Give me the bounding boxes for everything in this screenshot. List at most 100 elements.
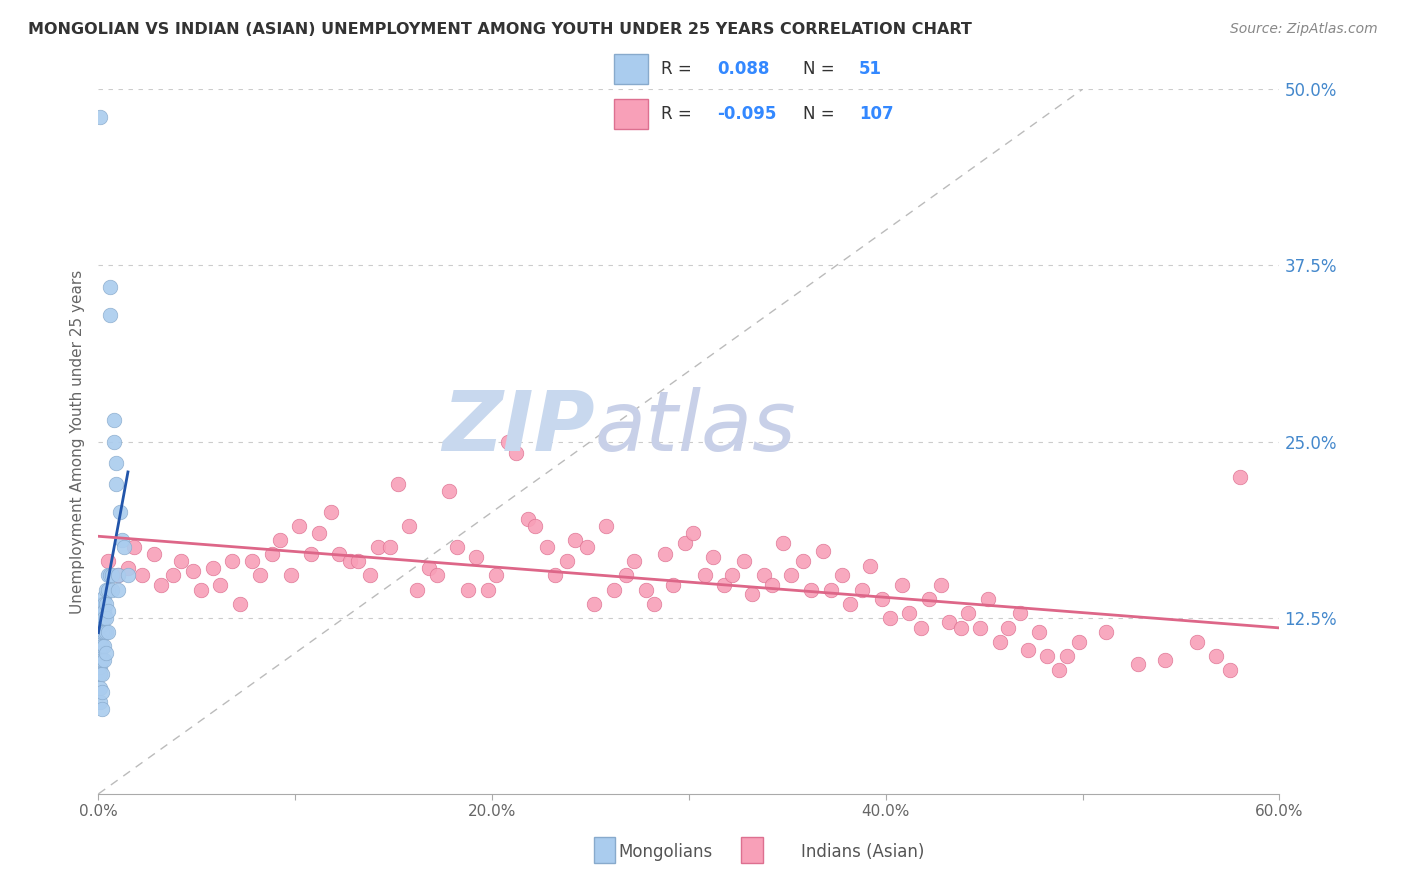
- Point: [150, 578, 173, 592]
- Point: [91, 653, 114, 667]
- Point: [831, 568, 853, 582]
- Point: [299, 547, 322, 561]
- Point: [91, 597, 114, 611]
- Point: [96, 624, 118, 639]
- Point: [673, 536, 696, 550]
- Point: [93, 610, 115, 624]
- Point: [108, 505, 131, 519]
- Point: [1067, 634, 1090, 648]
- Point: [98, 568, 121, 582]
- Point: [761, 578, 783, 592]
- Point: [682, 526, 704, 541]
- Point: [564, 533, 586, 548]
- Point: [693, 568, 716, 582]
- Point: [97, 554, 120, 568]
- Point: [280, 568, 302, 582]
- Point: [117, 561, 139, 575]
- Point: [367, 541, 389, 555]
- Point: [103, 413, 125, 427]
- Point: [583, 597, 606, 611]
- FancyBboxPatch shape: [741, 837, 763, 863]
- Point: [859, 558, 882, 573]
- Point: [544, 568, 567, 582]
- Point: [103, 434, 125, 449]
- Point: [107, 568, 129, 582]
- Point: [97, 582, 120, 597]
- Point: [97, 568, 120, 582]
- Point: [603, 582, 626, 597]
- Point: [339, 554, 361, 568]
- Point: [347, 554, 370, 568]
- Point: [91, 639, 114, 653]
- Point: [662, 578, 685, 592]
- Point: [477, 582, 499, 597]
- Point: [89, 646, 111, 660]
- Text: 107: 107: [859, 105, 894, 123]
- Point: [890, 578, 912, 592]
- Point: [752, 568, 775, 582]
- Point: [91, 685, 114, 699]
- Point: [957, 607, 980, 621]
- Point: [122, 541, 145, 555]
- Point: [101, 568, 124, 582]
- Point: [1056, 648, 1078, 663]
- Point: [96, 646, 118, 660]
- Point: [117, 568, 139, 582]
- Point: [1126, 657, 1149, 672]
- Point: [1205, 648, 1227, 663]
- Point: [721, 568, 744, 582]
- Point: [209, 578, 232, 592]
- Point: [741, 587, 763, 601]
- FancyBboxPatch shape: [593, 837, 616, 863]
- Point: [93, 624, 115, 639]
- Point: [319, 505, 342, 519]
- Point: [1017, 643, 1039, 657]
- Point: [89, 617, 111, 632]
- Point: [780, 568, 803, 582]
- Point: [418, 561, 440, 575]
- Point: [93, 597, 115, 611]
- Point: [792, 554, 814, 568]
- Point: [614, 568, 637, 582]
- Point: [170, 554, 193, 568]
- Point: [190, 582, 212, 597]
- Point: [229, 597, 252, 611]
- Point: [89, 660, 111, 674]
- Point: [89, 695, 111, 709]
- Point: [260, 547, 283, 561]
- Point: [969, 621, 991, 635]
- Text: Indians (Asian): Indians (Asian): [801, 843, 925, 861]
- Point: [910, 621, 932, 635]
- Point: [713, 578, 735, 592]
- Point: [93, 639, 115, 653]
- Point: [1095, 624, 1118, 639]
- Point: [800, 582, 823, 597]
- Point: [437, 483, 460, 498]
- Point: [201, 561, 224, 575]
- Point: [516, 512, 538, 526]
- Point: [269, 533, 291, 548]
- Point: [1154, 653, 1177, 667]
- Point: [288, 519, 311, 533]
- Point: [142, 547, 165, 561]
- Point: [457, 582, 479, 597]
- Point: [1047, 663, 1070, 677]
- Point: [308, 526, 330, 541]
- Point: [98, 279, 121, 293]
- Text: MONGOLIAN VS INDIAN (ASIAN) UNEMPLOYMENT AMONG YOUTH UNDER 25 YEARS CORRELATION : MONGOLIAN VS INDIAN (ASIAN) UNEMPLOYMENT…: [28, 22, 972, 37]
- Point: [918, 592, 941, 607]
- Point: [938, 615, 960, 629]
- Point: [91, 702, 114, 716]
- Point: [398, 519, 420, 533]
- Point: [91, 624, 114, 639]
- Text: 51: 51: [859, 60, 882, 78]
- Point: [643, 597, 665, 611]
- Point: [772, 536, 794, 550]
- Point: [820, 582, 842, 597]
- Point: [623, 554, 645, 568]
- Point: [733, 554, 755, 568]
- Point: [93, 590, 115, 604]
- Point: [181, 564, 204, 578]
- Point: [1028, 624, 1050, 639]
- FancyBboxPatch shape: [614, 99, 648, 129]
